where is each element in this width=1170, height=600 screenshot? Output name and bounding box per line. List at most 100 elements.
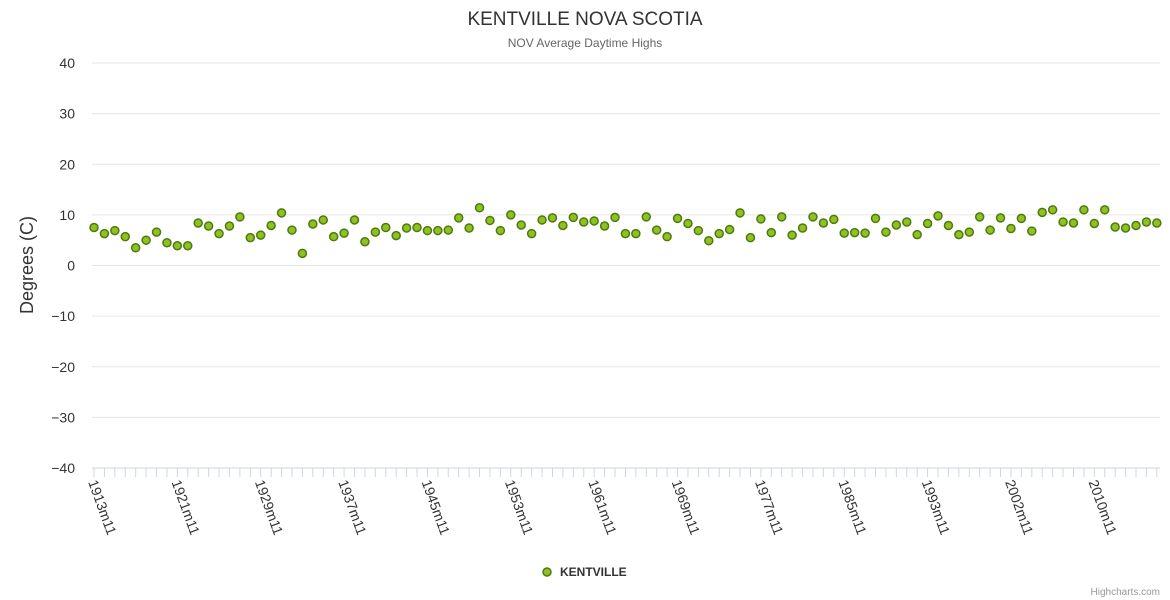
data-point[interactable] (568, 212, 579, 223)
data-point[interactable] (224, 221, 235, 231)
data-point[interactable] (683, 218, 693, 229)
data-point[interactable] (391, 230, 401, 241)
data-point[interactable] (235, 212, 245, 222)
data-point[interactable] (662, 231, 672, 242)
data-point[interactable] (203, 221, 214, 231)
data-point[interactable] (881, 227, 891, 237)
data-point[interactable] (1047, 205, 1058, 215)
data-point[interactable] (849, 227, 860, 238)
data-point[interactable] (401, 223, 412, 233)
data-point[interactable] (537, 215, 547, 225)
data-point[interactable] (974, 212, 985, 222)
data-point[interactable] (1099, 205, 1110, 215)
data-point[interactable] (641, 212, 652, 222)
data-point[interactable] (276, 208, 287, 218)
data-point[interactable] (370, 227, 381, 237)
data-point[interactable] (1006, 223, 1016, 234)
data-point[interactable] (578, 217, 589, 227)
data-point[interactable] (870, 213, 881, 224)
data-point[interactable] (995, 213, 1006, 223)
data-point[interactable] (130, 243, 141, 253)
data-point[interactable] (255, 230, 266, 240)
data-point[interactable] (704, 235, 714, 246)
data-point[interactable] (1016, 213, 1027, 224)
data-point[interactable] (328, 231, 339, 242)
credits-link[interactable]: Highcharts.com (1091, 587, 1160, 598)
data-point[interactable] (1120, 223, 1131, 233)
data-point[interactable] (787, 230, 797, 240)
data-point[interactable] (506, 210, 516, 220)
data-point[interactable] (1068, 218, 1079, 228)
data-point[interactable] (776, 212, 787, 222)
data-point[interactable] (902, 217, 912, 227)
data-point[interactable] (954, 229, 964, 240)
data-point[interactable] (162, 237, 172, 248)
data-point[interactable] (183, 241, 193, 251)
legend-marker[interactable] (542, 567, 552, 577)
data-point[interactable] (526, 228, 537, 239)
data-point[interactable] (89, 222, 99, 233)
data-point[interactable] (172, 241, 183, 251)
data-point[interactable] (474, 203, 485, 213)
data-point[interactable] (1079, 205, 1089, 215)
data-point[interactable] (422, 225, 433, 236)
data-point[interactable] (943, 220, 954, 231)
data-point[interactable] (120, 231, 131, 242)
data-point[interactable] (1141, 217, 1152, 227)
data-point[interactable] (891, 220, 902, 230)
data-point[interactable] (495, 225, 506, 236)
data-point[interactable] (1131, 220, 1141, 231)
data-point[interactable] (631, 228, 641, 239)
data-point[interactable] (99, 228, 110, 239)
data-point[interactable] (1089, 218, 1100, 229)
data-point[interactable] (339, 228, 349, 238)
data-point[interactable] (516, 220, 526, 230)
data-point[interactable] (985, 225, 995, 235)
data-point[interactable] (818, 218, 829, 228)
data-point[interactable] (266, 220, 276, 231)
data-point[interactable] (193, 218, 203, 228)
data-point[interactable] (412, 222, 422, 233)
data-point[interactable] (912, 229, 922, 240)
legend-item-kentville[interactable]: KENTVILLE (560, 565, 627, 579)
data-point[interactable] (1152, 218, 1162, 228)
data-point[interactable] (589, 216, 599, 226)
data-point[interactable] (860, 228, 870, 238)
data-point[interactable] (151, 227, 162, 237)
data-point[interactable] (745, 232, 756, 243)
data-point[interactable] (433, 225, 443, 236)
data-point[interactable] (110, 225, 120, 236)
data-point[interactable] (1027, 226, 1037, 236)
data-point[interactable] (453, 213, 464, 223)
data-point[interactable] (1110, 222, 1120, 232)
data-point[interactable] (756, 214, 766, 224)
data-point[interactable] (933, 211, 943, 221)
data-point[interactable] (839, 228, 849, 238)
data-point[interactable] (349, 215, 360, 225)
data-point[interactable] (214, 228, 224, 239)
data-point[interactable] (558, 220, 568, 231)
data-point[interactable] (287, 225, 297, 235)
data-point[interactable] (651, 225, 662, 235)
data-point[interactable] (724, 224, 735, 235)
data-point[interactable] (672, 213, 683, 224)
data-point[interactable] (964, 227, 975, 237)
series-kentville-points[interactable] (89, 203, 1162, 259)
data-point[interactable] (808, 212, 818, 222)
data-point[interactable] (714, 228, 724, 239)
data-point[interactable] (245, 232, 256, 243)
data-point[interactable] (464, 223, 474, 233)
data-point[interactable] (308, 219, 318, 229)
data-point[interactable] (620, 228, 631, 239)
data-point[interactable] (766, 227, 777, 238)
data-point[interactable] (443, 225, 454, 235)
data-point[interactable] (381, 222, 391, 233)
data-point[interactable] (141, 235, 151, 245)
data-point[interactable] (599, 221, 610, 231)
data-point[interactable] (610, 212, 620, 223)
data-point[interactable] (318, 215, 328, 225)
data-point[interactable] (797, 223, 808, 233)
data-point[interactable] (547, 213, 558, 223)
data-point[interactable] (297, 248, 308, 259)
data-point[interactable] (922, 218, 933, 229)
